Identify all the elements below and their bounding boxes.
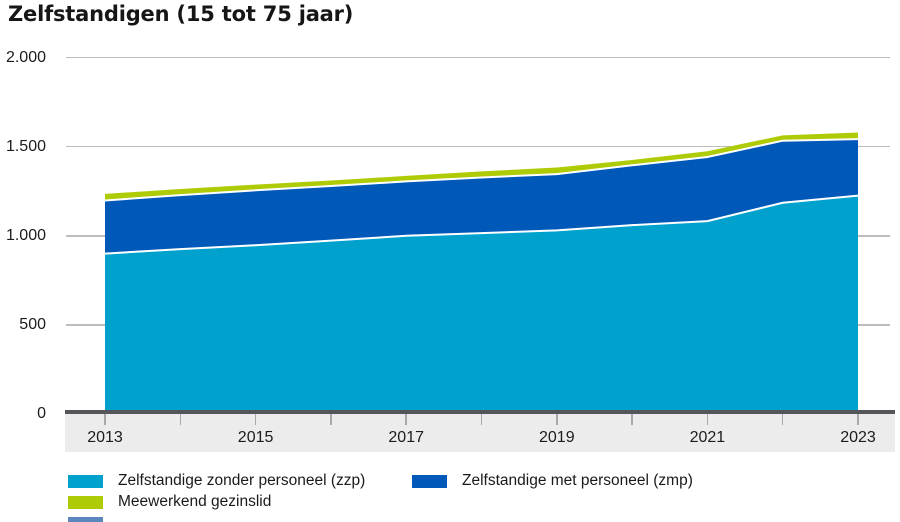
x-axis-tick — [179, 414, 182, 425]
x-axis-tick — [480, 414, 483, 425]
gridline — [66, 145, 890, 148]
x-axis-tick-label: 2015 — [237, 429, 274, 446]
legend-item-1[interactable]: Zelfstandige met personeel (zmp) — [412, 472, 693, 490]
x-axis-tick — [405, 414, 407, 425]
x-axis-tick — [330, 414, 332, 425]
area-series-0[interactable] — [105, 195, 858, 414]
gridline — [66, 56, 890, 59]
legend-label: Zelfstandige met personeel (zmp) — [462, 472, 693, 489]
x-axis-tick-label: 2017 — [388, 429, 424, 446]
x-axis-tick — [857, 414, 859, 425]
chart-title: Zelfstandigen (15 tot 75 jaar) — [8, 2, 354, 26]
y-axis-tick-label: 500 — [19, 315, 46, 333]
x-axis-tick — [254, 414, 257, 425]
legend-swatch — [412, 474, 447, 488]
x-axis-line — [65, 410, 895, 414]
x-axis-tick — [556, 414, 558, 425]
x-axis-tick — [781, 414, 784, 425]
legend-item-2[interactable]: Meewerkend gezinslid — [68, 493, 271, 511]
x-axis-tick-label: 2023 — [840, 429, 876, 446]
legend-swatch — [68, 495, 103, 509]
x-axis-tick — [706, 414, 709, 425]
layer-separator-line — [104, 194, 859, 255]
legend-swatch — [68, 474, 103, 488]
cropped-element-strip — [68, 517, 103, 522]
x-axis-tick-label: 2019 — [539, 429, 575, 446]
legend-label: Zelfstandige zonder personeel (zzp) — [118, 472, 366, 489]
y-axis-tick-label: 1.500 — [5, 137, 46, 155]
plot-area[interactable] — [0, 0, 900, 460]
x-axis-tick — [631, 414, 633, 425]
legend-label: Meewerkend gezinslid — [118, 493, 272, 510]
layer-separator-line — [104, 138, 859, 202]
y-axis-tick-label: 2.000 — [5, 48, 46, 66]
x-axis-tick-label: 2013 — [87, 429, 123, 446]
y-axis-tick-label: 0 — [37, 405, 46, 422]
x-axis-tick-label: 2021 — [689, 429, 726, 446]
x-axis-tick — [104, 414, 106, 425]
y-axis-tick-label: 1.000 — [5, 226, 46, 244]
legend-item-0[interactable]: Zelfstandige zonder personeel (zzp) — [68, 472, 365, 490]
x-axis-band — [65, 414, 895, 452]
